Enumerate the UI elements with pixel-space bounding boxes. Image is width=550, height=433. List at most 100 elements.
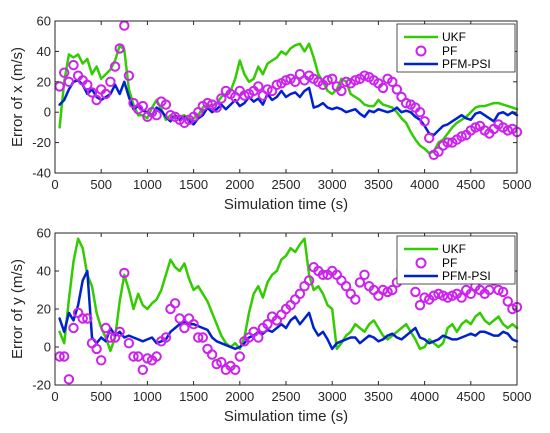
chart-error-x-ytick-label: 40 xyxy=(37,44,51,59)
chart-error-y-xtick-label: 4000 xyxy=(410,389,439,404)
chart-error-y-series-pf-point xyxy=(303,275,315,286)
chart-error-x-series-pf-point xyxy=(151,110,162,121)
chart-error-y-ytick-label: 60 xyxy=(37,226,51,241)
chart-error-x-series-pf-point xyxy=(414,107,426,118)
chart-error-x-series-pf-point xyxy=(377,82,389,94)
chart-error-x-series-pf-point xyxy=(400,97,412,109)
chart-error-x-legend-pf-swatch xyxy=(415,45,427,57)
chart-error-x-ytick-label: 60 xyxy=(37,14,51,29)
chart-error-y-series-pf-point xyxy=(359,269,370,280)
chart-error-y-legend: UKF PF PFM-PSI xyxy=(396,235,516,285)
chart-error-x-xtick-label: 3000 xyxy=(318,177,347,192)
chart-error-y-series-pf-point xyxy=(137,364,149,375)
chart-error-y-series-pf-point xyxy=(193,332,204,343)
chart-error-y-ticks: 0 500 1000 1500 2000 2500 3000 3500 4000 4500 5000… xyxy=(32,226,531,405)
chart-error-y-series-pf-point xyxy=(350,294,361,305)
chart-error-x-series-pf-point xyxy=(419,116,430,127)
chart-error-x-series-pf-point xyxy=(109,61,121,72)
chart-error-x-series-pf-point xyxy=(271,79,282,91)
chart-error-x-series-pf-point xyxy=(105,76,116,88)
chart-error-y-series-pf-point xyxy=(82,313,93,324)
chart-error-y-series-pf-point xyxy=(414,300,426,311)
chart-error-x-series-pf-point xyxy=(160,99,172,110)
chart-error-y-series-pf-point xyxy=(174,313,185,324)
chart-error-y-ytick-label: 0 xyxy=(44,340,51,355)
chart-error-x-series-pf-point xyxy=(114,43,125,54)
chart-error-y-ylabel: Error of y (m/s) xyxy=(9,259,26,359)
chart-error-y-series-pf-point xyxy=(465,288,476,299)
chart-error-y: 0 500 1000 1500 2000 2500 3000 3500 4000 4500 5000… xyxy=(9,226,531,426)
chart-error-y-series-pf-point xyxy=(197,332,209,343)
chart-error-y-xtick-label: 500 xyxy=(90,389,112,404)
chart-error-y-series-pf-point xyxy=(234,351,246,362)
chart-error-y-series-pf-point xyxy=(169,298,181,309)
chart-error-x-series-pf-point xyxy=(137,100,149,112)
chart-error-y-series-pf-point xyxy=(340,281,352,292)
chart-error-y-xtick-label: 2500 xyxy=(272,389,301,404)
chart-error-x-legend-ukf: UKF xyxy=(442,30,466,44)
chart-error-x-series-pf-point xyxy=(216,93,227,104)
chart-error-x-series-pf-point xyxy=(359,70,370,81)
chart-error-y-xtick-label: 3000 xyxy=(318,389,347,404)
chart-error-x-series-pf-point xyxy=(119,20,130,31)
chart-error-x-series-pf-point xyxy=(86,87,98,98)
chart-error-y-series-pf-point xyxy=(188,319,199,330)
chart-error-x-ytick-label: -20 xyxy=(32,135,51,150)
chart-error-x-ytick-label: -40 xyxy=(32,166,51,181)
chart-error-x-series-pf-point xyxy=(327,73,338,85)
chart-error-y-series-pf-point xyxy=(497,286,509,298)
chart-error-y-xtick-label: 0 xyxy=(51,389,58,404)
chart-error-y-series-pf-point xyxy=(410,286,421,298)
chart-error-y-xtick-label: 1000 xyxy=(133,389,162,404)
chart-error-y-series-pf-point xyxy=(253,332,264,343)
chart-error-y-xtick-label: 2000 xyxy=(225,389,254,404)
chart-error-x-xtick-label: 1500 xyxy=(179,177,208,192)
chart-error-y-series-pf-point xyxy=(160,332,172,343)
chart-error-y-series-pf-point xyxy=(262,319,273,330)
chart-error-y-series-pf-point xyxy=(119,267,130,279)
chart-error-x-series-pf-point xyxy=(123,70,135,81)
chart-error-x-ytick-label: 0 xyxy=(44,105,51,120)
chart-error-y-series-pf-point xyxy=(354,277,366,288)
chart-error-y-series-pf-point xyxy=(151,351,162,362)
chart-error-y-series-pf-point xyxy=(96,355,107,366)
chart-error-x-series-pf-point xyxy=(211,102,222,113)
chart-error-y-series-pf-point xyxy=(502,296,513,307)
chart-error-x-series-pf-point xyxy=(280,75,292,86)
chart-error-x-xtick-label: 2500 xyxy=(272,177,301,192)
chart-error-x-series-pf-point xyxy=(391,84,403,95)
chart-error-y-xtick-label: 3500 xyxy=(364,389,393,404)
chart-error-x-series-pf-point xyxy=(387,76,398,88)
chart-error-x-series-pf-point xyxy=(340,76,352,88)
chart-error-y-series-pf-point xyxy=(456,292,467,303)
chart-error-x-series-pf-point xyxy=(202,97,213,109)
chart-error-x-legend-pf: PF xyxy=(442,44,457,58)
chart-error-x-series-pf-point xyxy=(350,75,361,86)
chart-error-x-series-pf-point xyxy=(239,90,250,101)
chart-error-y-series-pf-point xyxy=(179,322,190,334)
chart-error-y-ytick-label: -20 xyxy=(32,378,51,393)
chart-error-y-xtick-label: 5000 xyxy=(503,389,532,404)
chart-error-y-series-pf-point xyxy=(216,357,227,368)
chart-error-y-series-pf-point xyxy=(63,374,75,385)
chart-error-x-series-pf-point xyxy=(424,132,435,144)
chart-error-x-series-pf-point xyxy=(470,122,481,133)
chart-error-x-xlabel: Simulation time (s) xyxy=(224,196,348,213)
chart-error-x-ylabel: Error of x (m/s) xyxy=(9,47,26,147)
chart-error-y-series-pf-point xyxy=(294,288,306,299)
chart-error-x-series-pf-point xyxy=(82,79,93,91)
chart-error-y-series-pf-point xyxy=(206,349,218,360)
chart-error-x-xtick-label: 500 xyxy=(90,177,112,192)
chart-error-x-ytick-label: 20 xyxy=(37,74,51,89)
chart-error-x-xtick-label: 4500 xyxy=(456,177,485,192)
chart-error-x-series-pf-point xyxy=(253,81,264,92)
chart-error-x-series-pf-point xyxy=(63,76,75,88)
chart-error-x: 0 500 1000 1500 2000 2500 3000 3500 4000 4500 5000… xyxy=(9,14,531,214)
chart-error-y-series-pf-point xyxy=(114,326,125,337)
chart-error-x-series-pf-point xyxy=(502,125,513,136)
chart-error-y-legend-ukf: UKF xyxy=(442,242,466,256)
chart-error-y-series-pf-point xyxy=(100,322,112,334)
chart-error-x-series-pf-point xyxy=(322,75,333,86)
chart-error-y-series-pf-point xyxy=(68,322,79,334)
